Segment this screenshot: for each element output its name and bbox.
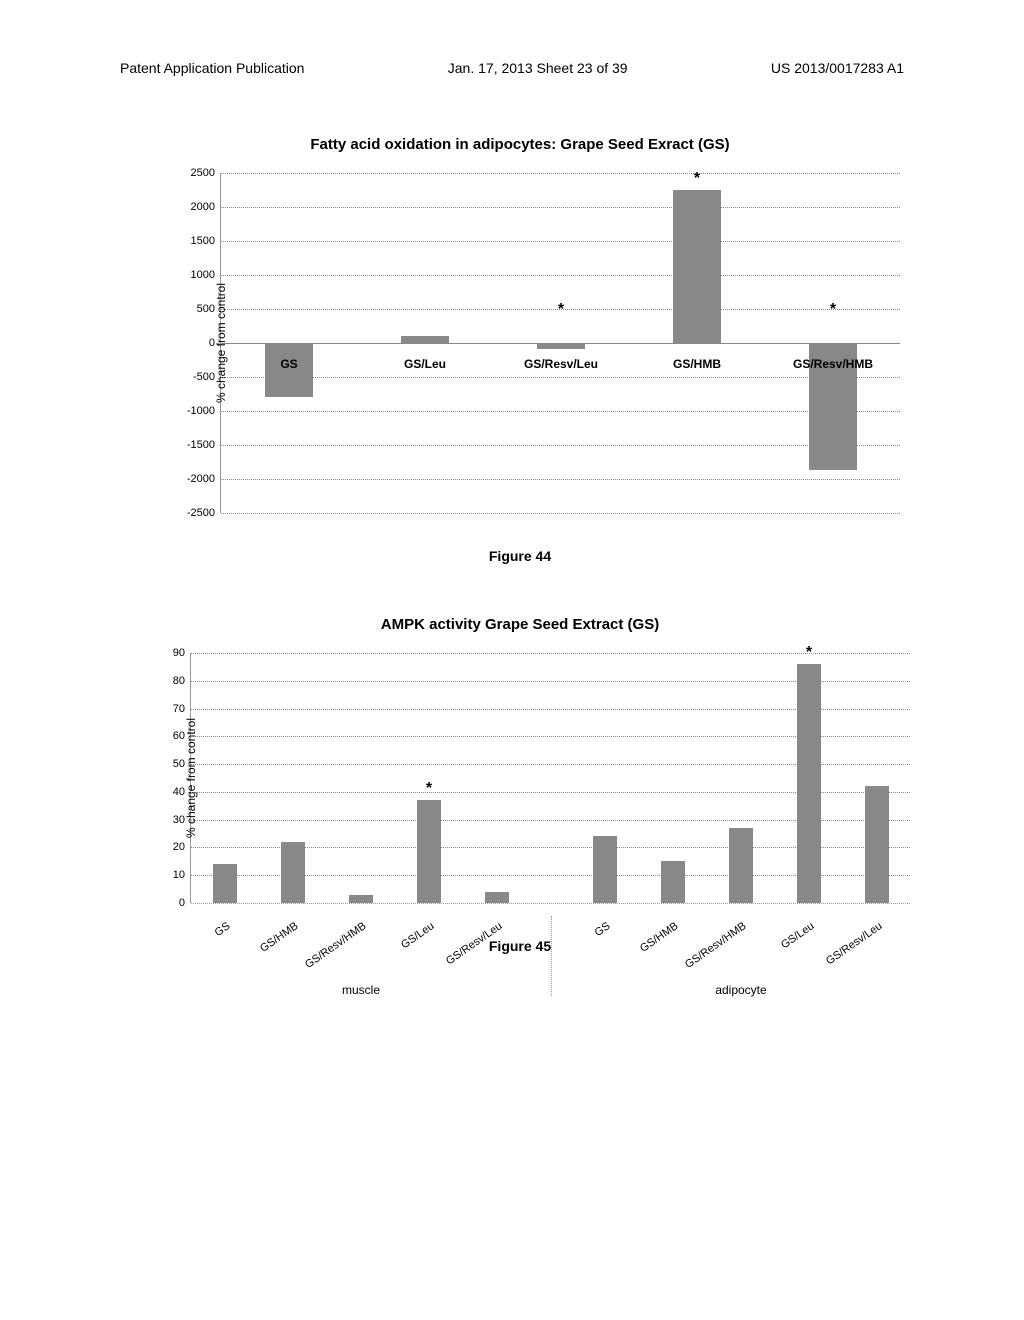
chart2-ytick: 90 <box>141 647 185 659</box>
chart2-plot: % change from control 010203040506070809… <box>190 653 910 903</box>
chart1-ytick: -500 <box>171 371 215 383</box>
chart1-ytick: 1000 <box>171 269 215 281</box>
chart1-ytick: 500 <box>171 303 215 315</box>
chart2-bar <box>661 861 685 903</box>
chart2-ytick: 30 <box>141 814 185 826</box>
significance-star-icon: * <box>806 644 812 662</box>
chart1-gridline <box>221 207 900 208</box>
chart1-ytick: 1500 <box>171 235 215 247</box>
chart2-bar <box>485 892 509 903</box>
chart-ampk-activity: AMPK activity Grape Seed Extract (GS) % … <box>110 616 930 1056</box>
chart1-gridline <box>221 479 900 480</box>
chart2-bar <box>213 864 237 903</box>
page-header: Patent Application Publication Jan. 17, … <box>0 0 1024 76</box>
chart1-bar <box>673 190 721 343</box>
chart1-category-label: GS/HMB <box>629 357 765 371</box>
chart1-ytick: 0 <box>171 337 215 349</box>
chart2-group-label: adipocyte <box>571 983 911 997</box>
chart2-bar <box>281 842 305 903</box>
chart2-bar <box>797 664 821 903</box>
significance-star-icon: * <box>830 301 836 319</box>
chart2-bar <box>729 828 753 903</box>
chart1-gridline <box>221 411 900 412</box>
chart1-bar <box>537 343 585 349</box>
header-left: Patent Application Publication <box>120 60 304 76</box>
chart2-bar <box>865 786 889 903</box>
chart2-ytick: 20 <box>141 841 185 853</box>
chart2-bar <box>593 836 617 903</box>
chart2-title: AMPK activity Grape Seed Extract (GS) <box>110 616 930 633</box>
chart1-gridline <box>221 173 900 174</box>
chart2-baseline <box>191 903 910 904</box>
chart1-ytick: -2500 <box>171 507 215 519</box>
significance-star-icon: * <box>426 780 432 798</box>
significance-star-icon: * <box>694 170 700 188</box>
chart2-gridline <box>191 653 910 654</box>
chart1-ytick: -1000 <box>171 405 215 417</box>
chart1-bar <box>401 336 449 343</box>
header-middle: Jan. 17, 2013 Sheet 23 of 39 <box>448 60 628 76</box>
chart1-category-label: GS/Resv/HMB <box>765 357 901 371</box>
chart1-ytick: 2500 <box>171 167 215 179</box>
chart1-category-label: GS <box>221 357 357 371</box>
chart1-ytick: -2000 <box>171 473 215 485</box>
chart2-group-label: muscle <box>191 983 531 997</box>
chart2-ytick: 80 <box>141 675 185 687</box>
chart1-ytick: 2000 <box>171 201 215 213</box>
chart1-ytick: -1500 <box>171 439 215 451</box>
header-right: US 2013/0017283 A1 <box>771 60 904 76</box>
chart2-group-divider <box>551 916 552 996</box>
chart-fatty-acid-oxidation: Fatty acid oxidation in adipocytes: Grap… <box>140 136 900 576</box>
chart1-gridline <box>221 241 900 242</box>
chart1-plot: % change from control -2500-2000-1500-10… <box>220 173 900 513</box>
chart2-ytick: 60 <box>141 730 185 742</box>
chart1-gridline <box>221 275 900 276</box>
chart2-bar <box>349 895 373 903</box>
chart2-ytick: 70 <box>141 703 185 715</box>
chart2-ytick: 40 <box>141 786 185 798</box>
chart1-caption: Figure 44 <box>140 548 900 564</box>
significance-star-icon: * <box>558 301 564 319</box>
chart1-gridline <box>221 445 900 446</box>
chart1-gridline <box>221 513 900 514</box>
chart1-category-label: GS/Resv/Leu <box>493 357 629 371</box>
chart2-ytick: 50 <box>141 758 185 770</box>
chart1-title: Fatty acid oxidation in adipocytes: Grap… <box>140 136 900 153</box>
chart1-gridline <box>221 377 900 378</box>
chart1-category-label: GS/Leu <box>357 357 493 371</box>
chart2-ytick: 10 <box>141 869 185 881</box>
chart2-bar <box>417 800 441 903</box>
chart2-caption: Figure 45 <box>110 938 930 954</box>
chart2-ytick: 0 <box>141 897 185 909</box>
